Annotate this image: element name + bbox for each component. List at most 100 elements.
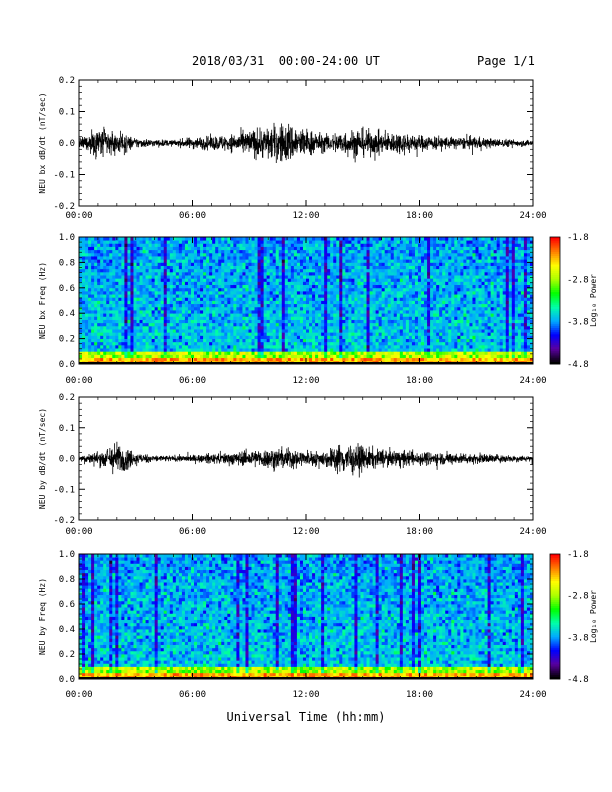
spectrogram-cell — [97, 300, 101, 305]
spectrogram-cell — [363, 335, 367, 339]
spectrogram-cell — [130, 290, 134, 295]
spectrogram-cell — [142, 313, 146, 317]
spectrogram-cell — [245, 249, 249, 254]
spectrogram-cell — [124, 275, 128, 279]
spectrogram-cell — [257, 335, 261, 339]
spectrogram-cell — [339, 354, 343, 359]
spectrogram-cell — [130, 313, 134, 317]
spectrogram-cell — [281, 303, 286, 308]
spectrogram-cell — [336, 325, 340, 330]
spectrogram-cell — [178, 344, 183, 349]
spectrogram-cell — [260, 316, 265, 320]
spectrogram-cell — [399, 329, 404, 333]
spectrogram-cell — [115, 310, 119, 314]
spectrogram-cell — [327, 303, 331, 308]
spectrogram-cell — [121, 325, 125, 330]
spectrogram-cell — [339, 332, 343, 336]
spectrogram-cell — [184, 338, 189, 343]
spectrogram-cell — [178, 265, 183, 270]
spectrogram-cell — [197, 268, 201, 273]
spectrogram-cell — [91, 297, 95, 301]
spectrogram-cell — [321, 287, 325, 292]
spectrogram-cell — [91, 310, 95, 314]
spectrogram-cell — [187, 329, 192, 333]
spectrogram-cell — [88, 329, 92, 333]
spectrogram-cell — [248, 278, 252, 282]
spectrogram-cell — [145, 297, 150, 301]
spectrogram-cell — [197, 357, 201, 362]
spectrogram-cell — [263, 338, 268, 343]
spectrogram-cell — [424, 297, 428, 301]
spectrogram-cell — [357, 265, 361, 270]
spectrogram-cell — [124, 297, 128, 301]
spectrogram-cell — [260, 290, 265, 295]
spectrogram-cell — [375, 332, 380, 336]
spectrogram-cell — [197, 351, 201, 355]
spectrogram-cell — [375, 252, 380, 257]
spectrogram-cell — [224, 310, 228, 314]
spectrogram-cell — [127, 297, 131, 301]
spectrogram-cell — [181, 351, 186, 355]
spectrogram-cell — [375, 344, 380, 349]
spectrogram-cell — [184, 316, 189, 320]
spectrogram-cell — [333, 354, 337, 359]
spectrogram-cell — [312, 303, 316, 308]
spectrogram-cell — [260, 354, 265, 359]
spectrogram-cell — [327, 271, 331, 276]
spectrogram-cell — [436, 354, 440, 359]
spectrogram-cell — [184, 319, 189, 324]
spectrogram-cell — [290, 259, 295, 263]
spectrogram-cell — [175, 341, 180, 346]
spectrogram-cell — [272, 319, 277, 324]
spectrogram-cell — [433, 357, 437, 362]
spectrogram-cell — [290, 249, 295, 254]
spectrogram-cell — [94, 256, 98, 260]
spectrogram-cell — [312, 243, 316, 247]
spectrogram-cell — [178, 322, 183, 327]
spectrogram-cell — [97, 332, 101, 336]
spectrogram-cell — [130, 281, 134, 286]
spectrogram-cell — [351, 256, 355, 260]
spectrogram-cell — [181, 259, 186, 263]
spectrogram-cell — [330, 290, 334, 295]
spectrogram-cell — [375, 246, 380, 251]
spectrogram-cell — [378, 271, 383, 276]
spectrogram-cell — [417, 281, 422, 286]
spectrogram-cell — [260, 319, 265, 324]
spectrogram-cell — [194, 310, 198, 314]
spectrogram-cell — [118, 348, 122, 352]
spectrogram-cell — [157, 259, 162, 263]
spectrogram-cell — [387, 278, 392, 282]
spectrogram-cell — [218, 325, 222, 330]
spectrogram-cell — [275, 341, 280, 346]
spectrogram-cell — [284, 338, 289, 343]
spectrogram-cell — [421, 252, 425, 257]
spectrogram-cell — [236, 325, 240, 330]
spectrogram-cell — [381, 240, 386, 244]
spectrogram-cell — [248, 297, 252, 301]
spectrogram-cell — [221, 243, 225, 247]
spectrogram-cell — [82, 319, 86, 324]
spectrogram-cell — [227, 332, 231, 336]
spectrogram-cell — [109, 240, 113, 244]
spectrogram-cell — [284, 281, 289, 286]
spectrogram-cell — [275, 268, 280, 273]
spectrogram-cell — [402, 262, 407, 266]
spectrogram-cell — [445, 322, 449, 327]
spectrogram-cell — [85, 297, 89, 301]
spectrogram-cell — [278, 344, 283, 349]
spectrogram-cell — [239, 275, 243, 279]
spectrogram-cell — [145, 268, 150, 273]
spectrogram-cell — [148, 259, 153, 263]
spectrogram-cell — [421, 306, 425, 311]
spectrogram-cell — [151, 351, 156, 355]
spectrogram-cell — [236, 287, 240, 292]
spectrogram-cell — [321, 354, 325, 359]
spectrogram-cell — [430, 332, 434, 336]
spectrogram-cell — [100, 271, 104, 276]
spectrogram-cell — [154, 319, 159, 324]
spectrogram-cell — [257, 240, 261, 244]
spectrogram-cell — [293, 275, 298, 279]
spectrogram-cell — [85, 344, 89, 349]
spectrogram-cell — [366, 300, 370, 305]
